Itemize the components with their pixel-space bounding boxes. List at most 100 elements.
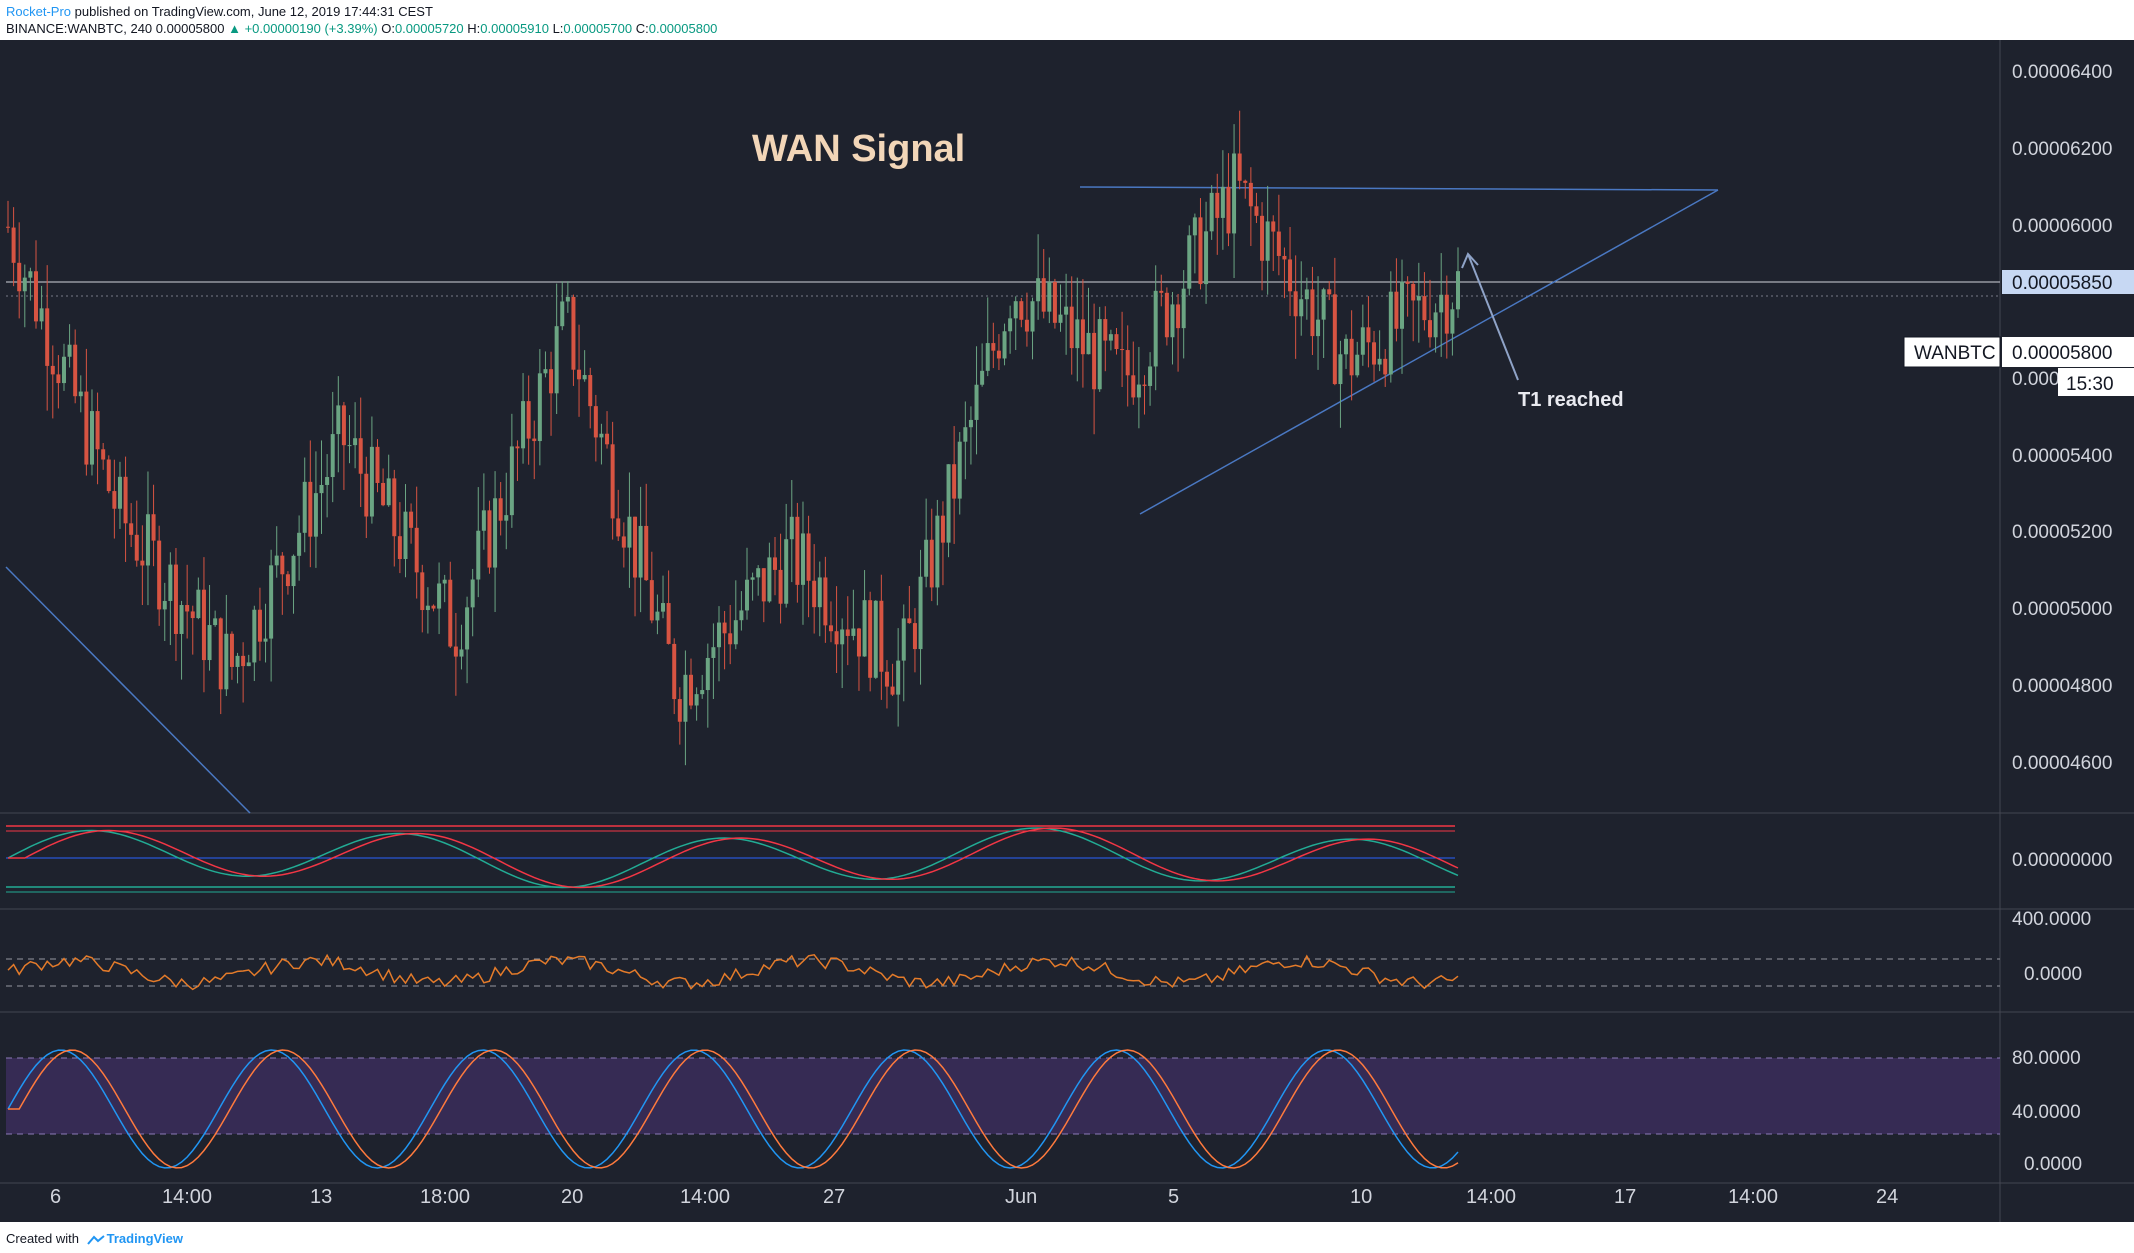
candle-down[interactable]: [1103, 319, 1108, 341]
candle-down[interactable]: [1176, 304, 1181, 329]
candle-down[interactable]: [112, 491, 117, 509]
candle-down[interactable]: [50, 365, 55, 375]
candle-down[interactable]: [358, 438, 363, 474]
candle-down[interactable]: [890, 686, 895, 695]
candle-down[interactable]: [515, 446, 520, 449]
price-axis[interactable]: 0.00006400 0.00006200 0.00006000 0.00005…: [2012, 62, 2112, 774]
candle-up[interactable]: [700, 690, 705, 695]
candle-up[interactable]: [901, 618, 906, 661]
candle-up[interactable]: [1316, 319, 1321, 337]
candle-up[interactable]: [179, 605, 184, 634]
candle-down[interactable]: [649, 580, 654, 621]
candle-down[interactable]: [218, 618, 223, 690]
candle-up[interactable]: [89, 411, 94, 465]
candle-down[interactable]: [431, 605, 436, 609]
candle-up[interactable]: [1416, 296, 1421, 301]
candle-up[interactable]: [465, 607, 470, 650]
candle-up[interactable]: [924, 539, 929, 577]
chart-area[interactable]: WAN Signal T1 reached 0.00006400 0.00006…: [0, 40, 2134, 1222]
candle-down[interactable]: [610, 444, 615, 519]
candle-down[interactable]: [185, 605, 190, 612]
candle-down[interactable]: [498, 498, 503, 521]
candle-down[interactable]: [229, 633, 234, 667]
candle-up[interactable]: [274, 555, 279, 566]
candle-down[interactable]: [952, 464, 957, 499]
candle-up[interactable]: [504, 515, 509, 521]
candle-up[interactable]: [717, 622, 722, 648]
candle-up[interactable]: [705, 657, 710, 691]
candle-down[interactable]: [1198, 217, 1203, 285]
candle-down[interactable]: [151, 514, 156, 541]
candle-down[interactable]: [420, 572, 425, 611]
candle-down[interactable]: [761, 568, 766, 602]
candle-down[interactable]: [823, 577, 828, 626]
candle-down[interactable]: [806, 533, 811, 581]
candle-down[interactable]: [1405, 281, 1410, 284]
candle-down[interactable]: [392, 478, 397, 537]
candle-up[interactable]: [347, 445, 352, 447]
candle-down[interactable]: [285, 574, 290, 587]
candle-down[interactable]: [453, 646, 458, 657]
candle-up[interactable]: [655, 611, 660, 621]
candle-down[interactable]: [173, 564, 178, 634]
candle-up[interactable]: [459, 649, 464, 657]
candle-down[interactable]: [73, 344, 78, 397]
candle-up[interactable]: [61, 356, 66, 384]
candle-down[interactable]: [1226, 186, 1231, 234]
candle-up[interactable]: [1075, 319, 1080, 349]
candle-up[interactable]: [896, 660, 901, 695]
candle-up[interactable]: [537, 373, 542, 442]
candle-up[interactable]: [817, 577, 822, 608]
candle-down[interactable]: [577, 369, 582, 380]
candle-down[interactable]: [795, 516, 800, 585]
candle-down[interactable]: [1332, 294, 1337, 385]
candle-up[interactable]: [1433, 312, 1438, 338]
candle-down[interactable]: [728, 633, 733, 645]
candle-down[interactable]: [129, 523, 134, 535]
candle-down[interactable]: [1411, 283, 1416, 301]
candle-up[interactable]: [1047, 281, 1052, 312]
candle-up[interactable]: [862, 600, 867, 657]
candle-up[interactable]: [963, 427, 968, 442]
candle-down[interactable]: [1383, 358, 1388, 375]
candle-down[interactable]: [1159, 290, 1164, 293]
candle-up[interactable]: [661, 603, 666, 612]
candle-down[interactable]: [101, 449, 106, 460]
candle-up[interactable]: [1232, 153, 1237, 234]
candle-down[interactable]: [1327, 289, 1332, 295]
candle-up[interactable]: [403, 511, 408, 560]
candle-up[interactable]: [840, 629, 845, 645]
candle-up[interactable]: [330, 434, 335, 478]
candle-up[interactable]: [1036, 278, 1041, 302]
candle-up[interactable]: [968, 419, 973, 428]
candle-down[interactable]: [1120, 349, 1125, 351]
candle-down[interactable]: [341, 405, 346, 446]
candle-up[interactable]: [313, 493, 318, 537]
candle-up[interactable]: [980, 370, 985, 385]
candle-down[interactable]: [571, 296, 576, 370]
candle-down[interactable]: [364, 473, 369, 517]
candle-up[interactable]: [269, 565, 274, 639]
candle-up[interactable]: [1439, 294, 1444, 313]
candle-down[interactable]: [834, 631, 839, 645]
candle-up[interactable]: [800, 533, 805, 585]
candle-down[interactable]: [1041, 278, 1046, 312]
candle-down[interactable]: [856, 628, 861, 657]
candle-down[interactable]: [1019, 301, 1024, 320]
candle-up[interactable]: [744, 579, 749, 611]
candle-up[interactable]: [1181, 288, 1186, 329]
candle-up[interactable]: [789, 516, 794, 540]
candle-down[interactable]: [397, 536, 402, 560]
candle-up[interactable]: [683, 674, 688, 722]
candle-down[interactable]: [1248, 182, 1253, 207]
candle-up[interactable]: [1377, 358, 1382, 365]
candle-down[interactable]: [868, 600, 873, 678]
candle-down[interactable]: [487, 510, 492, 568]
candle-down[interactable]: [1237, 153, 1242, 181]
candle-down[interactable]: [448, 579, 453, 647]
candle-up[interactable]: [750, 577, 755, 580]
candle-up[interactable]: [369, 446, 374, 517]
candle-up[interactable]: [1030, 301, 1035, 332]
candle-down[interactable]: [45, 308, 50, 366]
candle-up[interactable]: [1013, 301, 1018, 319]
